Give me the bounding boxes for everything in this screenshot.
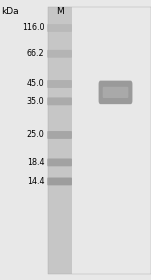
FancyBboxPatch shape (47, 50, 72, 58)
FancyBboxPatch shape (47, 158, 72, 166)
Text: 116.0: 116.0 (22, 24, 45, 32)
Text: 35.0: 35.0 (27, 97, 45, 106)
Bar (48, 7, 151, 274)
Text: kDa: kDa (2, 7, 19, 16)
FancyBboxPatch shape (47, 131, 72, 139)
Text: M: M (56, 7, 64, 16)
Bar (72, 7, 151, 274)
FancyBboxPatch shape (47, 24, 72, 32)
FancyBboxPatch shape (47, 80, 72, 88)
FancyBboxPatch shape (47, 178, 72, 185)
Bar (48, 7, 151, 274)
Text: 45.0: 45.0 (27, 80, 45, 88)
Text: 14.4: 14.4 (27, 177, 45, 186)
Bar (48, 7, 72, 274)
Text: 25.0: 25.0 (27, 130, 45, 139)
Text: 66.2: 66.2 (27, 49, 45, 58)
Text: 18.4: 18.4 (27, 158, 45, 167)
FancyBboxPatch shape (47, 97, 72, 105)
FancyBboxPatch shape (103, 87, 128, 98)
FancyBboxPatch shape (99, 81, 132, 104)
